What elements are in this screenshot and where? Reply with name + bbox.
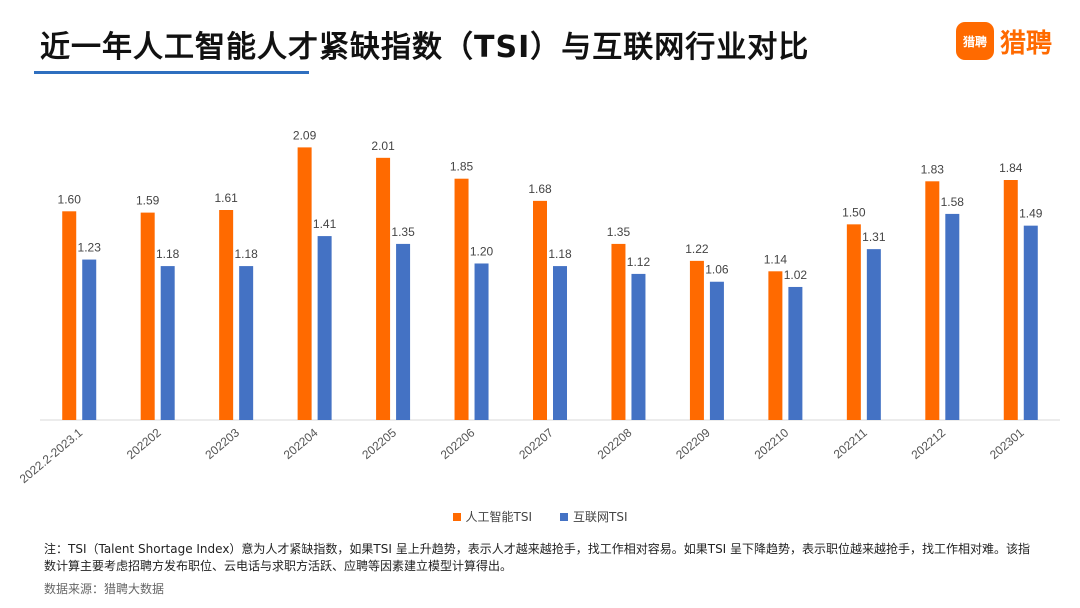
bar-internet-8 — [709, 281, 724, 420]
chart-legend: 人工智能TSI 互联网TSI — [0, 508, 1080, 525]
bar-ai-1 — [140, 212, 155, 420]
bar-internet-5 — [474, 263, 489, 420]
tick-label-5: 202206 — [438, 425, 478, 462]
data-label-ai-6: 1.68 — [528, 182, 552, 196]
tick-label-10: 202211 — [831, 425, 870, 461]
data-label-ai-10: 1.50 — [842, 205, 866, 219]
bar-ai-9 — [768, 271, 783, 420]
bar-internet-1 — [160, 266, 175, 420]
bar-ai-8 — [689, 260, 704, 420]
tick-label-1: 202202 — [124, 425, 164, 462]
data-label-internet-11: 1.58 — [941, 195, 965, 209]
bar-ai-4 — [376, 157, 391, 420]
data-label-internet-12: 1.49 — [1019, 207, 1043, 221]
bar-internet-6 — [553, 266, 567, 420]
bar-ai-12 — [1003, 180, 1018, 420]
bar-internet-12 — [1023, 225, 1038, 420]
tick-label-9: 202210 — [752, 425, 792, 462]
data-label-internet-2: 1.18 — [234, 247, 258, 261]
data-label-ai-5: 1.85 — [450, 160, 474, 174]
bar-ai-0 — [62, 211, 77, 420]
footnote: 注：TSI（Talent Shortage Index）意为人才紧缺指数，如果T… — [44, 542, 1031, 573]
legend-swatch-internet — [560, 512, 568, 521]
tick-label-12: 202301 — [987, 425, 1027, 462]
data-label-ai-7: 1.35 — [607, 225, 631, 239]
bar-internet-4 — [396, 243, 411, 420]
data-label-ai-8: 1.22 — [685, 242, 709, 256]
legend-item-internet: 互联网TSI — [560, 508, 628, 525]
data-label-internet-5: 1.20 — [470, 244, 494, 258]
data-label-internet-8: 1.06 — [705, 263, 729, 277]
bar-internet-3 — [317, 236, 332, 420]
bar-internet-2 — [239, 266, 254, 420]
data-label-ai-3: 2.09 — [293, 128, 317, 142]
tick-label-6: 202207 — [516, 425, 556, 462]
title-underline — [34, 71, 309, 74]
bar-ai-11 — [925, 181, 940, 420]
tick-label-2: 202203 — [202, 425, 242, 462]
data-label-ai-2: 1.61 — [214, 191, 238, 205]
liepin-logo: 猎聘 猎聘 — [955, 22, 1052, 60]
data-label-ai-0: 1.60 — [58, 192, 82, 206]
bar-ai-2 — [219, 210, 234, 420]
data-label-ai-4: 2.01 — [371, 139, 395, 153]
legend-swatch-ai — [452, 512, 461, 521]
bar-ai-7 — [611, 243, 626, 420]
bar-internet-11 — [945, 213, 960, 420]
tick-label-3: 202204 — [281, 425, 321, 462]
bar-internet-0 — [82, 259, 97, 420]
tick-label-8: 202209 — [673, 425, 713, 462]
data-label-internet-4: 1.35 — [391, 225, 415, 239]
data-label-internet-0: 1.23 — [78, 241, 102, 255]
data-source: 数据来源：猎聘大数据 — [44, 582, 165, 596]
bar-ai-5 — [454, 178, 469, 420]
logo-text: 猎聘 — [999, 28, 1052, 59]
legend-item-ai: 人工智能TSI — [452, 508, 533, 525]
data-label-internet-3: 1.41 — [313, 217, 337, 231]
bar-internet-9 — [788, 286, 803, 420]
tick-label-11: 202212 — [909, 425, 949, 462]
bar-ai-3 — [297, 147, 312, 420]
bar-ai-6 — [533, 200, 547, 420]
bar-internet-7 — [631, 273, 646, 420]
tick-label-0: 2022.2-2023.1 — [17, 425, 86, 486]
data-label-internet-7: 1.12 — [627, 255, 651, 269]
tick-label-7: 202208 — [595, 425, 635, 462]
logo-mark-icon: 猎聘 — [955, 22, 994, 60]
page-title: 近一年人工智能人才紧缺指数（TSI）与互联网行业对比 — [40, 30, 810, 65]
data-label-ai-9: 1.14 — [764, 252, 788, 266]
data-label-ai-11: 1.83 — [921, 162, 945, 176]
legend-label-internet: 互联网TSI — [573, 510, 628, 524]
bar-internet-10 — [866, 249, 881, 420]
legend-label-ai: 人工智能TSI — [465, 510, 533, 524]
data-label-ai-12: 1.84 — [999, 161, 1023, 175]
bar-chart: 1.60 1.23 2022.2-2023.1 1.59 1.18 202202 1.61 1… — [17, 128, 1060, 486]
data-label-internet-6: 1.18 — [548, 247, 572, 261]
data-label-internet-9: 1.02 — [784, 268, 808, 282]
data-label-internet-10: 1.31 — [862, 230, 886, 244]
bar-ai-10 — [846, 224, 861, 420]
tick-label-4: 202205 — [359, 425, 399, 462]
data-label-internet-1: 1.18 — [156, 247, 180, 261]
data-label-ai-1: 1.59 — [136, 194, 160, 208]
